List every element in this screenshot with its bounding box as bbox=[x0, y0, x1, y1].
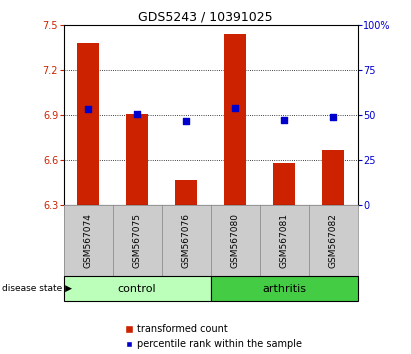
Text: GSM567081: GSM567081 bbox=[279, 213, 289, 268]
Text: disease state ▶: disease state ▶ bbox=[2, 284, 72, 293]
Bar bbox=[64, 276, 210, 301]
Text: control: control bbox=[118, 284, 157, 293]
Text: GSM567080: GSM567080 bbox=[231, 213, 240, 268]
Bar bbox=[126, 114, 148, 205]
Text: GSM567074: GSM567074 bbox=[84, 213, 93, 268]
Bar bbox=[211, 276, 358, 301]
Text: GSM567076: GSM567076 bbox=[182, 213, 191, 268]
Point bbox=[281, 117, 287, 122]
Point bbox=[85, 106, 92, 112]
Point bbox=[232, 105, 238, 110]
Text: arthritis: arthritis bbox=[262, 284, 306, 293]
Text: GSM567075: GSM567075 bbox=[133, 213, 142, 268]
Point bbox=[134, 111, 141, 116]
Bar bbox=[175, 180, 197, 205]
Text: GDS5243 / 10391025: GDS5243 / 10391025 bbox=[138, 11, 273, 24]
Bar bbox=[273, 163, 295, 205]
Bar bbox=[224, 34, 246, 205]
Point bbox=[330, 114, 336, 119]
Bar bbox=[322, 150, 344, 205]
Text: GSM567082: GSM567082 bbox=[328, 213, 337, 268]
Legend: transformed count, percentile rank within the sample: transformed count, percentile rank withi… bbox=[125, 324, 302, 349]
Point bbox=[183, 118, 189, 124]
Bar bbox=[77, 43, 99, 205]
